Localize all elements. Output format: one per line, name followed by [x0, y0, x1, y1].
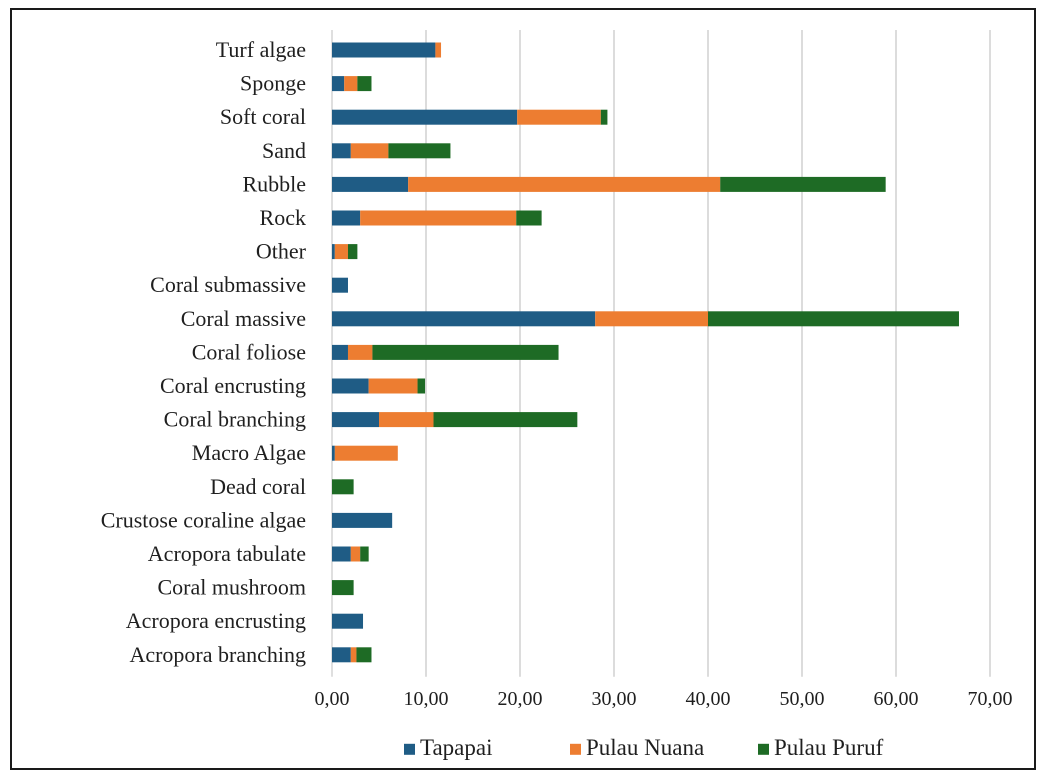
- legend: Tapapai Pulau Nuana Pulau Puruf: [404, 735, 884, 760]
- legend-label-pulau-nuana: Pulau Nuana: [586, 735, 704, 760]
- bar-tapapai-acropora-branching: [332, 647, 351, 663]
- category-label: Coral massive: [181, 306, 306, 331]
- bar-tapapai-sponge: [332, 76, 345, 92]
- x-tick-label: 40,00: [686, 688, 731, 710]
- bar-pulau-puruf-coral-foliose: [372, 344, 559, 360]
- bar-pulau-nuana-coral-massive: [595, 311, 708, 327]
- bar-pulau-nuana-coral-foliose: [347, 344, 373, 360]
- category-label: Coral submassive: [150, 272, 306, 297]
- bar-pulau-puruf-sand: [388, 143, 451, 159]
- bar-pulau-puruf-coral-mushroom: [332, 580, 354, 596]
- bar-pulau-puruf-other: [347, 244, 358, 260]
- bar-pulau-puruf-sponge: [357, 76, 372, 92]
- category-labels: Turf algae Sponge Soft coral Sand Rubble Rock…: [101, 37, 307, 667]
- bar-pulau-puruf-coral-encrusting: [417, 378, 426, 394]
- category-label: Sponge: [240, 71, 306, 96]
- bar-pulau-nuana-rock: [360, 210, 517, 226]
- legend-swatch-pulau-nuana: [570, 743, 581, 755]
- x-tick-label: 70,00: [968, 688, 1013, 710]
- bar-pulau-puruf-coral-massive: [708, 311, 959, 327]
- category-label: Turf algae: [216, 37, 306, 62]
- bar-pulau-nuana-other: [334, 244, 348, 260]
- bar-pulau-nuana-macro-algae: [334, 445, 398, 461]
- bar-tapapai-coral-massive: [332, 311, 596, 327]
- bar-tapapai-crustose-coraline-algae: [332, 512, 393, 528]
- category-label: Coral mushroom: [158, 575, 307, 600]
- x-tick-label: 10,00: [404, 688, 449, 710]
- bar-pulau-puruf-soft-coral: [600, 109, 608, 125]
- category-label: Rubble: [242, 171, 306, 196]
- x-tick-label: 30,00: [592, 688, 637, 710]
- bar-pulau-puruf-acropora-tabulate: [360, 546, 369, 562]
- grid-layer: [331, 30, 991, 677]
- category-label: Acropora branching: [129, 642, 306, 667]
- bar-tapapai-macro-algae: [332, 445, 335, 461]
- bar-tapapai-other: [332, 244, 335, 260]
- category-label: Dead coral: [210, 474, 306, 499]
- category-label: Crustose coraline algae: [101, 507, 306, 532]
- bar-pulau-puruf-coral-branching: [433, 412, 578, 428]
- bar-tapapai-rubble: [332, 176, 409, 192]
- bar-tapapai-acropora-encrusting: [332, 613, 364, 629]
- bar-pulau-nuana-acropora-branching: [350, 647, 357, 663]
- category-label: Coral branching: [164, 407, 306, 432]
- x-tick-label: 60,00: [874, 688, 919, 710]
- legend-label-pulau-puruf: Pulau Puruf: [774, 735, 884, 760]
- bar-pulau-nuana-sand: [350, 143, 389, 159]
- bar-tapapai-acropora-tabulate: [332, 546, 351, 562]
- x-tick-labels: 0,00 10,00 20,00 30,00 40,00 50,00 60,00 70,00: [315, 688, 1013, 710]
- legend-swatch-pulau-puruf: [758, 743, 769, 755]
- bar-pulau-nuana-turf-algae: [435, 42, 442, 58]
- chart-frame: Turf algae Sponge Soft coral Sand Rubble Rock…: [10, 8, 1036, 770]
- bar-pulau-nuana-coral-encrusting: [368, 378, 418, 394]
- category-label: Macro Algae: [192, 440, 306, 465]
- bar-pulau-nuana-acropora-tabulate: [350, 546, 361, 562]
- bar-tapapai-coral-submassive: [332, 277, 348, 293]
- bar-tapapai-soft-coral: [332, 109, 518, 125]
- bar-pulau-puruf-acropora-branching: [356, 647, 372, 663]
- category-label: Sand: [262, 138, 306, 163]
- x-tick-label: 0,00: [315, 688, 350, 710]
- category-label: Acropora encrusting: [126, 608, 306, 633]
- category-label: Soft coral: [220, 104, 306, 129]
- bar-tapapai-coral-encrusting: [332, 378, 369, 394]
- category-label: Acropora tabulate: [148, 541, 306, 566]
- chart-svg: Turf algae Sponge Soft coral Sand Rubble Rock…: [101, 30, 1013, 760]
- bar-tapapai-turf-algae: [332, 42, 436, 58]
- category-label: Other: [256, 239, 307, 264]
- bar-tapapai-rock: [332, 210, 361, 226]
- bar-pulau-nuana-soft-coral: [517, 109, 601, 125]
- bar-pulau-puruf-rubble: [720, 176, 886, 192]
- bar-tapapai-coral-branching: [332, 412, 379, 428]
- bar-tapapai-coral-foliose: [332, 344, 348, 360]
- bar-pulau-puruf-rock: [516, 210, 542, 226]
- bar-tapapai-sand: [332, 143, 351, 159]
- bar-pulau-nuana-rubble: [408, 176, 721, 192]
- category-label: Coral foliose: [192, 339, 306, 364]
- bar-layer: [332, 42, 959, 663]
- category-label: Coral encrusting: [160, 373, 306, 398]
- legend-swatch-tapapai: [404, 743, 415, 755]
- bar-pulau-nuana-sponge: [344, 76, 358, 92]
- x-tick-label: 20,00: [498, 688, 543, 710]
- bar-pulau-nuana-coral-branching: [379, 412, 434, 428]
- x-tick-label: 50,00: [780, 688, 825, 710]
- category-label: Rock: [260, 205, 306, 230]
- bar-pulau-puruf-dead-coral: [332, 479, 354, 495]
- legend-label-tapapai: Tapapai: [420, 735, 492, 760]
